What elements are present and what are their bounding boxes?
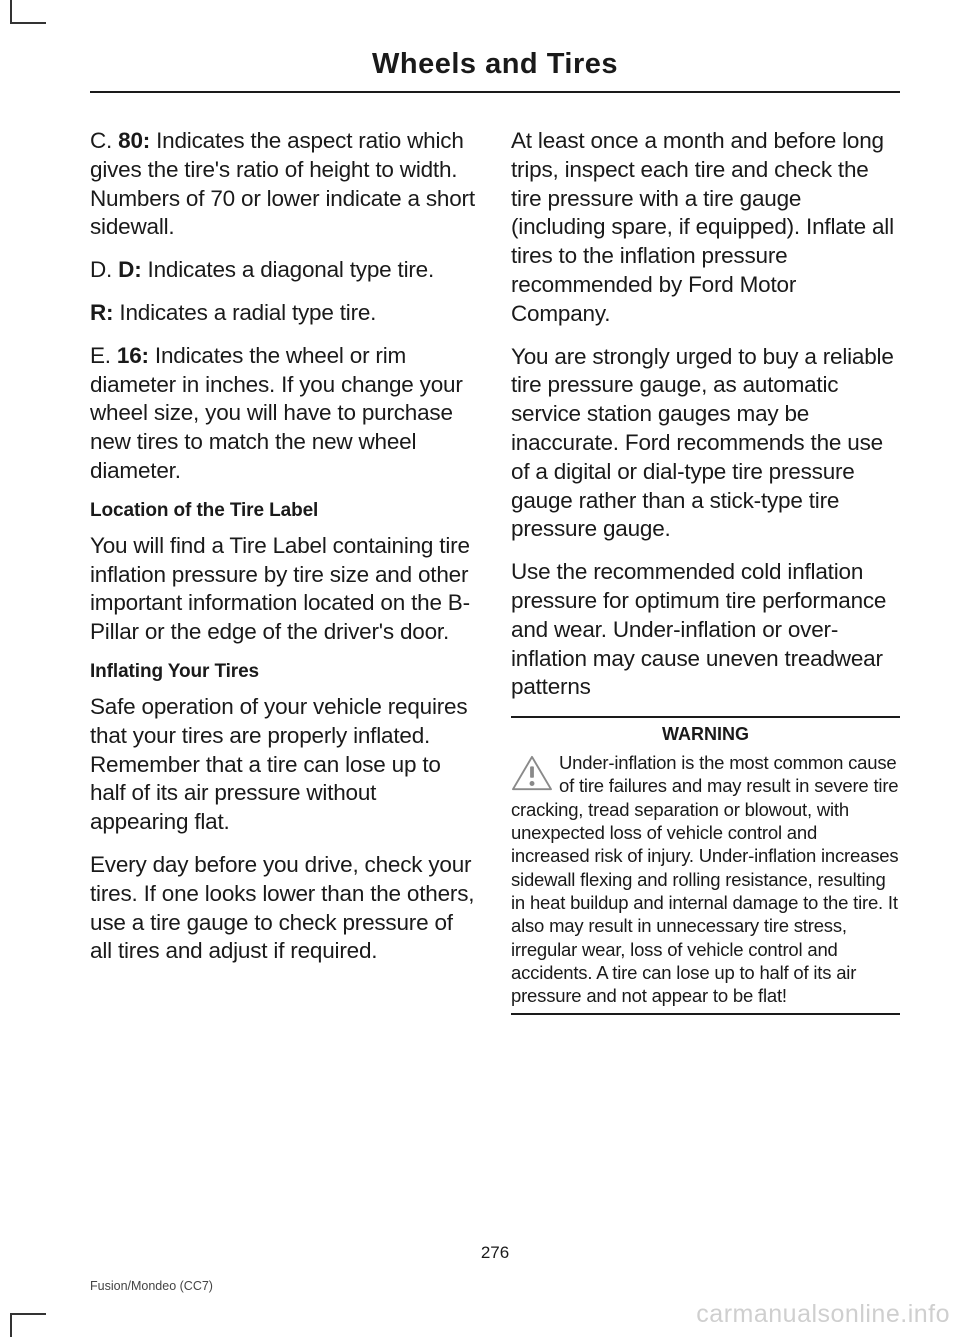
subhead-location: Location of the Tire Label bbox=[90, 500, 479, 522]
warning-body-wrap: Under-inflation is the most common cause… bbox=[511, 751, 900, 1007]
footer-model: Fusion/Mondeo (CC7) bbox=[90, 1279, 213, 1293]
page-number: 276 bbox=[90, 1243, 900, 1263]
para-c-80: C. 80: Indicates the aspect ratio which … bbox=[90, 127, 479, 242]
title-rule bbox=[90, 91, 900, 93]
para-cold-pressure: Use the recommended cold inflation press… bbox=[511, 558, 900, 702]
para-gauge: You are strongly urged to buy a reliable… bbox=[511, 343, 900, 545]
para-safe-op: Safe operation of your vehicle requires … bbox=[90, 693, 479, 837]
para-e-16: E. 16: Indicates the wheel or rim diamet… bbox=[90, 342, 479, 486]
warning-heading: WARNING bbox=[511, 724, 900, 745]
para-monthly: At least once a month and before long tr… bbox=[511, 127, 900, 329]
left-column: C. 80: Indicates the aspect ratio which … bbox=[90, 127, 479, 1015]
columns: C. 80: Indicates the aspect ratio which … bbox=[90, 127, 900, 1015]
para-r: R: Indicates a radial type tire. bbox=[90, 299, 479, 328]
warning-rule-top bbox=[511, 716, 900, 718]
warning-rule-bottom bbox=[511, 1013, 900, 1015]
watermark: carmanualsonline.info bbox=[696, 1300, 950, 1329]
page-content: Wheels and Tires C. 80: Indicates the as… bbox=[90, 48, 900, 1297]
warning-body-text: Under-inflation is the most common cause… bbox=[511, 751, 900, 1007]
chapter-title: Wheels and Tires bbox=[90, 48, 900, 81]
para-every-day: Every day before you drive, check your t… bbox=[90, 851, 479, 966]
para-d: D. D: Indicates a diagonal type tire. bbox=[90, 256, 479, 285]
right-column: At least once a month and before long tr… bbox=[511, 127, 900, 1015]
crop-mark-top-left bbox=[10, 0, 46, 24]
crop-mark-bottom-left bbox=[10, 1313, 46, 1337]
para-location: You will find a Tire Label containing ti… bbox=[90, 532, 479, 647]
warning-triangle-icon bbox=[511, 755, 553, 793]
subhead-inflating: Inflating Your Tires bbox=[90, 661, 479, 683]
